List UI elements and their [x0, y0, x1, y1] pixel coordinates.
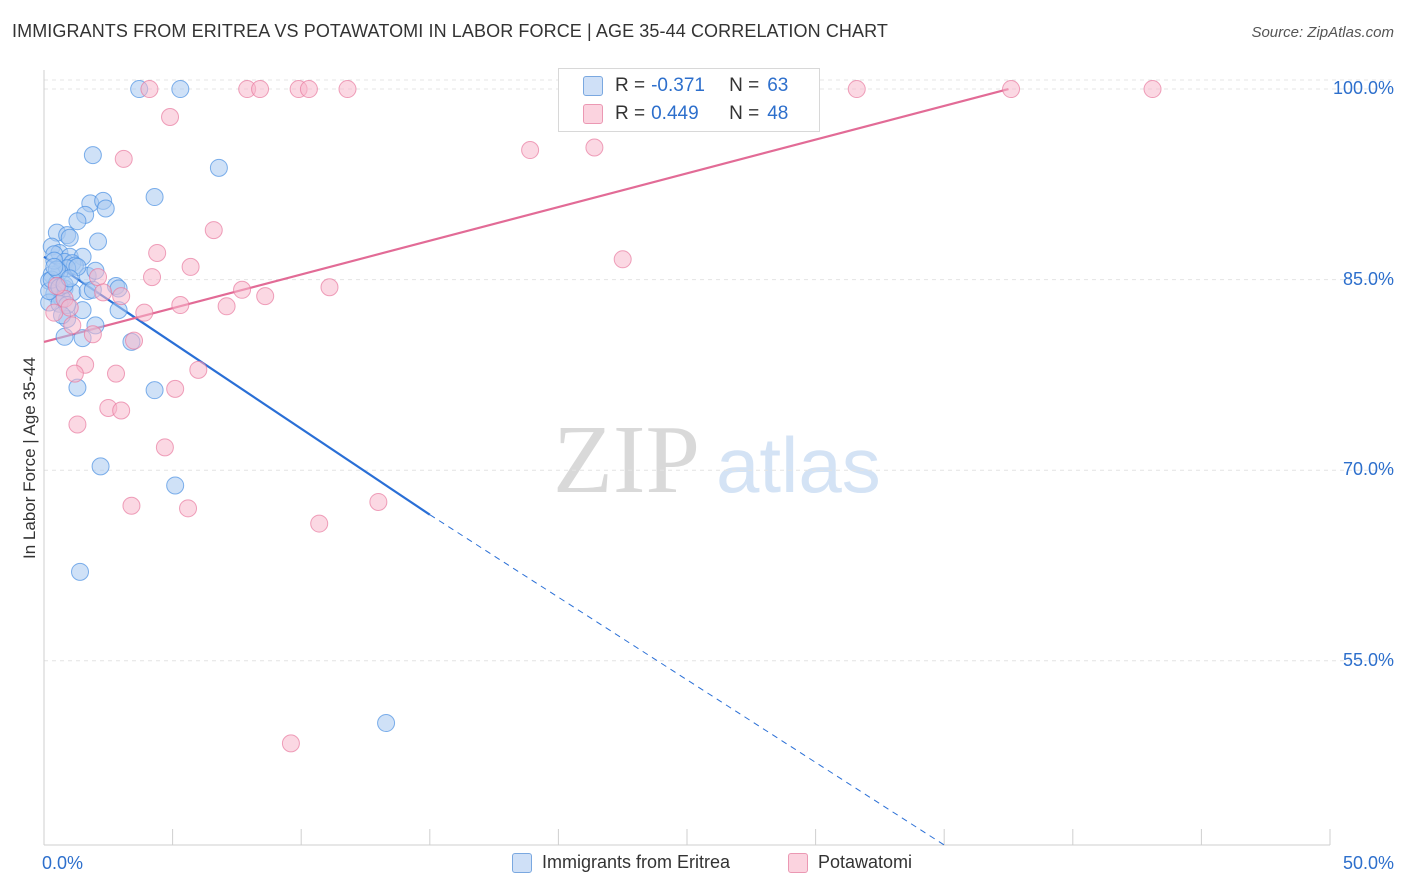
legend-swatch-potawatomi: [788, 852, 808, 873]
trend-lines: [43, 87, 1009, 846]
legend-swatch-eritrea: [512, 852, 532, 873]
point-eritrea: [209, 158, 228, 177]
data-points: [40, 80, 1162, 753]
point-potawatomi: [60, 298, 79, 317]
point-potawatomi: [847, 80, 866, 99]
point-potawatomi: [310, 514, 329, 533]
point-potawatomi: [122, 496, 141, 515]
correlation-legend: R = -0.371 N = 63 R = 0.449 N = 48: [558, 68, 820, 132]
legend-r-label: R =: [615, 75, 646, 96]
point-potawatomi: [65, 364, 84, 383]
point-potawatomi: [1002, 80, 1021, 99]
point-eritrea: [145, 188, 164, 207]
y-tick-label: 70.0%: [1342, 459, 1394, 480]
point-potawatomi: [281, 734, 300, 753]
legend-label-potawatomi: Potawatomi: [818, 852, 913, 872]
point-potawatomi: [112, 287, 131, 306]
point-potawatomi: [83, 325, 102, 344]
point-potawatomi: [1143, 80, 1162, 99]
point-eritrea: [83, 146, 102, 165]
legend-r-value: 0.449: [651, 103, 699, 124]
point-eritrea: [96, 199, 115, 218]
series-legend: Immigrants from Eritrea Potawatomi: [0, 852, 1406, 878]
point-potawatomi: [161, 108, 180, 127]
legend-n-value: 63: [767, 75, 789, 96]
point-potawatomi: [217, 297, 236, 316]
point-potawatomi: [89, 268, 108, 287]
point-potawatomi: [338, 80, 357, 99]
legend-swatch-eritrea: [583, 76, 603, 96]
point-eritrea: [91, 457, 110, 476]
watermark-atlas: atlas: [716, 421, 881, 509]
point-potawatomi: [135, 303, 154, 322]
point-potawatomi: [181, 257, 200, 276]
point-eritrea: [145, 381, 164, 400]
point-potawatomi: [189, 360, 208, 379]
point-eritrea: [171, 80, 190, 99]
point-potawatomi: [143, 268, 162, 287]
legend-r-label: R =: [615, 103, 646, 124]
point-potawatomi: [369, 492, 388, 511]
point-potawatomi: [112, 401, 131, 420]
point-potawatomi: [299, 80, 318, 99]
point-potawatomi: [251, 80, 270, 99]
point-potawatomi: [233, 280, 252, 299]
point-potawatomi: [63, 316, 82, 335]
legend-swatch-potawatomi: [583, 104, 603, 124]
legend-r-value: -0.371: [651, 75, 705, 96]
legend-row-eritrea: R = -0.371 N = 63: [583, 72, 788, 100]
point-potawatomi: [148, 243, 167, 262]
point-potawatomi: [45, 303, 64, 322]
watermark: ZIP atlas: [553, 406, 881, 514]
point-potawatomi: [107, 364, 126, 383]
point-potawatomi: [94, 283, 113, 302]
chart-title: IMMIGRANTS FROM ERITREA VS POTAWATOMI IN…: [12, 21, 888, 41]
x-tick-label-max: 50.0%: [1342, 853, 1394, 873]
axes: [43, 70, 1331, 846]
y-tick-label: 55.0%: [1342, 649, 1394, 670]
point-potawatomi: [171, 296, 190, 315]
legend-row-potawatomi: R = 0.449 N = 48: [583, 100, 788, 128]
legend-item-eritrea[interactable]: Immigrants from Eritrea: [512, 852, 730, 873]
point-potawatomi: [204, 221, 223, 240]
point-potawatomi: [585, 138, 604, 157]
y-tick-label: 85.0%: [1342, 268, 1394, 289]
point-potawatomi: [521, 141, 540, 160]
point-eritrea: [89, 232, 108, 251]
point-eritrea: [60, 228, 79, 247]
trend-line-eritrea: [43, 255, 431, 516]
point-potawatomi: [320, 278, 339, 297]
point-potawatomi: [179, 499, 198, 518]
trend-line-potawatomi: [43, 87, 1009, 343]
point-eritrea: [71, 562, 90, 581]
point-potawatomi: [47, 276, 66, 295]
grid-lines: [44, 79, 1394, 662]
legend-n-value: 48: [767, 103, 789, 124]
trend-extension-eritrea: [429, 514, 945, 846]
point-potawatomi: [68, 415, 87, 434]
point-potawatomi: [140, 80, 159, 99]
point-eritrea: [45, 257, 64, 276]
point-eritrea: [166, 476, 185, 495]
y-tick-label: 100.0%: [1332, 78, 1394, 99]
source-label: Source: ZipAtlas.com: [1251, 24, 1394, 41]
point-potawatomi: [125, 331, 144, 350]
point-potawatomi: [613, 250, 632, 269]
watermark-zip: ZIP: [553, 406, 700, 514]
point-potawatomi: [166, 379, 185, 398]
legend-n-label: N =: [729, 103, 760, 124]
legend-item-potawatomi[interactable]: Potawatomi: [788, 852, 912, 873]
point-eritrea: [68, 212, 87, 231]
point-potawatomi: [155, 438, 174, 457]
point-potawatomi: [114, 149, 133, 168]
legend-n-label: N =: [729, 75, 760, 96]
point-potawatomi: [256, 287, 275, 306]
x-tick-label-min: 0.0%: [42, 853, 84, 873]
point-eritrea: [377, 714, 396, 733]
legend-label-eritrea: Immigrants from Eritrea: [542, 852, 731, 872]
